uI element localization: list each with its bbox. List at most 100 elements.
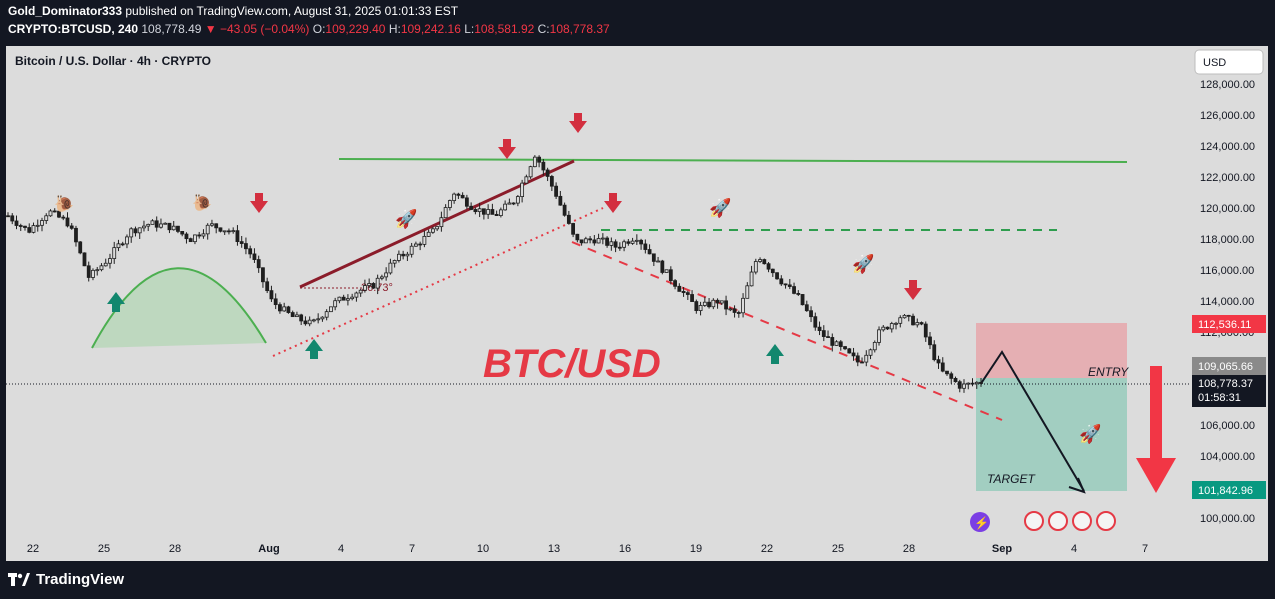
up-arrow-marker[interactable] <box>766 344 784 364</box>
candle-body[interactable] <box>171 225 176 231</box>
candle-body[interactable] <box>511 202 516 205</box>
candle-body[interactable] <box>936 359 941 364</box>
candle-body[interactable] <box>375 277 380 289</box>
candle-body[interactable] <box>592 239 597 244</box>
candle-body[interactable] <box>847 348 852 354</box>
candle-body[interactable] <box>443 207 448 219</box>
chart-panel[interactable]: Bitcoin / U.S. Dollar · 4h · CRYPTO USD … <box>6 46 1268 561</box>
candle-body[interactable] <box>860 361 864 364</box>
candle-body[interactable] <box>932 344 937 361</box>
candle-body[interactable] <box>741 297 745 314</box>
candle-body[interactable] <box>724 300 728 310</box>
candle-body[interactable] <box>911 315 915 326</box>
candle-body[interactable] <box>239 241 244 244</box>
candle-body[interactable] <box>872 341 877 351</box>
candle-body[interactable] <box>864 354 869 363</box>
candle-body[interactable] <box>384 272 389 278</box>
candle-body[interactable] <box>74 227 78 243</box>
candle-body[interactable] <box>923 323 928 338</box>
candle-body[interactable] <box>159 223 163 228</box>
candle-body[interactable] <box>906 314 911 317</box>
candle-body[interactable] <box>193 234 197 243</box>
candle-body[interactable] <box>881 326 886 331</box>
event-icon[interactable] <box>970 512 990 532</box>
candle-body[interactable] <box>677 285 682 292</box>
up-arrow-marker[interactable] <box>107 292 125 312</box>
candle-body[interactable] <box>35 224 40 227</box>
candle-body[interactable] <box>571 223 576 235</box>
candle-body[interactable] <box>979 381 983 384</box>
candle-body[interactable] <box>108 258 112 264</box>
candle-body[interactable] <box>894 322 898 325</box>
candle-body[interactable] <box>112 247 117 259</box>
candle-body[interactable] <box>456 193 461 196</box>
up-arrow-marker[interactable] <box>305 339 323 359</box>
candle-body[interactable] <box>885 326 890 330</box>
candle-body[interactable] <box>256 259 261 269</box>
candle-body[interactable] <box>231 230 236 233</box>
candle-body[interactable] <box>163 222 168 225</box>
candle-body[interactable] <box>779 278 784 285</box>
candle-body[interactable] <box>329 306 333 313</box>
candle-body[interactable] <box>656 260 660 263</box>
candle-body[interactable] <box>418 243 423 246</box>
candle-body[interactable] <box>78 241 83 254</box>
candle-body[interactable] <box>838 341 843 347</box>
candle-body[interactable] <box>460 194 465 199</box>
publisher-name[interactable]: Gold_Dominator333 <box>8 4 123 18</box>
candle-body[interactable] <box>609 241 614 246</box>
candle-body[interactable] <box>244 243 248 250</box>
candle-body[interactable] <box>490 209 495 215</box>
tradingview-logo[interactable]: TradingView <box>8 571 124 588</box>
candle-body[interactable] <box>515 196 520 204</box>
candle-body[interactable] <box>549 176 554 187</box>
candle-body[interactable] <box>95 269 100 272</box>
candle-body[interactable] <box>48 210 53 217</box>
candle-body[interactable] <box>775 272 779 280</box>
candle-body[interactable] <box>278 304 282 312</box>
candle-body[interactable] <box>528 166 533 178</box>
candle-body[interactable] <box>851 352 856 357</box>
us-flag-icon[interactable] <box>1024 511 1044 531</box>
candle-body[interactable] <box>953 377 958 383</box>
candle-body[interactable] <box>685 292 690 295</box>
down-arrow-marker[interactable] <box>604 193 622 213</box>
candle-body[interactable] <box>681 290 686 294</box>
candle-body[interactable] <box>698 305 703 312</box>
time-axis[interactable]: 22 25 28 Aug 4 7 10 13 16 19 22 25 28 Sep 4 7 <box>27 543 1148 555</box>
candle-body[interactable] <box>269 290 274 300</box>
candle-body[interactable] <box>142 225 146 229</box>
us-flag-icon[interactable] <box>1048 511 1068 531</box>
candle-body[interactable] <box>388 262 393 274</box>
candle-body[interactable] <box>800 294 805 306</box>
candle-body[interactable] <box>770 268 775 274</box>
candle-body[interactable] <box>826 336 830 338</box>
candle-body[interactable] <box>690 294 694 302</box>
candle-body[interactable] <box>668 269 673 282</box>
candle-body[interactable] <box>299 314 304 322</box>
candle-body[interactable] <box>477 208 482 213</box>
candle-body[interactable] <box>324 311 329 318</box>
candle-body[interactable] <box>201 233 206 237</box>
candle-body[interactable] <box>341 296 346 301</box>
candle-body[interactable] <box>396 253 401 261</box>
candle-body[interactable] <box>728 308 733 311</box>
candle-body[interactable] <box>588 238 593 241</box>
currency-button[interactable]: USD <box>1194 49 1264 75</box>
candle-body[interactable] <box>898 317 903 324</box>
candle-body[interactable] <box>719 300 724 304</box>
candle-body[interactable] <box>622 241 626 248</box>
candle-body[interactable] <box>613 241 618 248</box>
candle-body[interactable] <box>435 226 440 230</box>
candle-body[interactable] <box>554 185 559 197</box>
candle-body[interactable] <box>664 269 669 273</box>
candle-body[interactable] <box>167 222 172 231</box>
candle-body[interactable] <box>413 243 418 247</box>
candle-body[interactable] <box>877 329 881 343</box>
candle-body[interactable] <box>61 216 66 219</box>
candle-body[interactable] <box>14 220 19 226</box>
candle-body[interactable] <box>282 306 287 312</box>
candle-body[interactable] <box>248 248 253 255</box>
candle-body[interactable] <box>541 161 546 171</box>
candle-body[interactable] <box>600 237 605 240</box>
